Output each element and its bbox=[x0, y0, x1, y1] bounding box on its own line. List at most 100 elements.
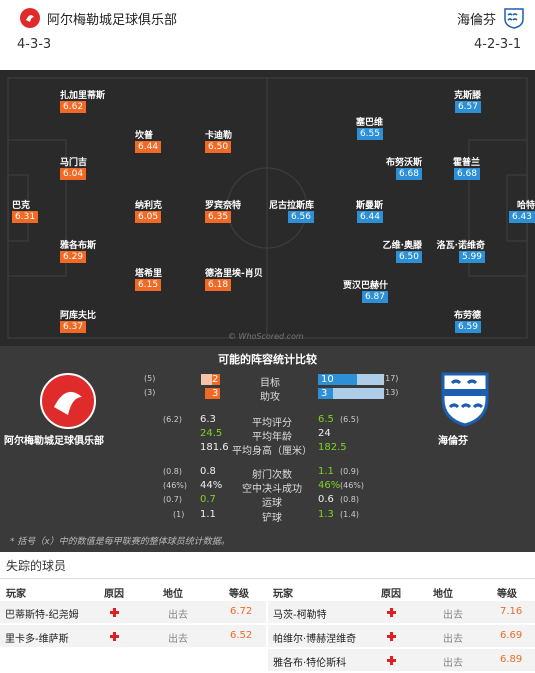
player-rating: 6.87 bbox=[361, 291, 388, 303]
divider bbox=[0, 578, 535, 579]
player-rating: 6.68 bbox=[453, 168, 480, 180]
player-name[interactable]: 塔希里 bbox=[135, 269, 163, 279]
home-header-status: 地位 bbox=[163, 589, 183, 600]
player-name[interactable]: 斯曼斯 bbox=[355, 201, 383, 211]
comparison-title: 可能的阵容统计比较 bbox=[218, 353, 317, 366]
away-season-value: (17) bbox=[382, 374, 399, 383]
player-name[interactable]: 哈特 bbox=[516, 201, 535, 211]
player-rating: 6.59 bbox=[454, 321, 481, 333]
missing-player-rating: 6.69 bbox=[500, 630, 523, 641]
player-name[interactable]: 卡迪勒 bbox=[205, 131, 233, 141]
away-stat-value: 24 bbox=[318, 428, 331, 439]
away-season-value: (13) bbox=[382, 388, 399, 397]
player-rating: 6.62 bbox=[60, 101, 87, 113]
missing-players-title: 失踪的球员 bbox=[6, 559, 67, 573]
away-bar bbox=[318, 388, 334, 399]
player-name[interactable]: 乙维·奥滕 bbox=[382, 241, 422, 251]
missing-player-status: 出去 bbox=[443, 610, 463, 621]
missing-player-status: 出去 bbox=[443, 658, 463, 669]
away-stat-season: (0.9) bbox=[340, 467, 359, 476]
player-rating: 6.04 bbox=[60, 168, 87, 180]
home-stat-value: 24.5 bbox=[200, 428, 223, 439]
player-rating: 6.37 bbox=[60, 321, 87, 333]
home-bar-value: 2 bbox=[212, 374, 219, 385]
player-rating: 6.44 bbox=[135, 141, 162, 153]
missing-player-row bbox=[0, 601, 266, 623]
missing-player-rating: 7.16 bbox=[500, 606, 523, 617]
player-name[interactable]: 塞巴维 bbox=[355, 118, 383, 128]
home-header-player: 玩家 bbox=[6, 589, 26, 600]
away-team-crest-icon bbox=[441, 372, 489, 427]
missing-player-rating: 6.72 bbox=[230, 606, 253, 617]
player-name[interactable]: 纳利克 bbox=[135, 201, 163, 211]
away-stat-value: 182.5 bbox=[318, 442, 347, 453]
player-rating: 6.15 bbox=[135, 279, 162, 291]
player-name[interactable]: 尼古拉斯库 bbox=[268, 201, 314, 211]
away-stat-value: 6.5 bbox=[318, 414, 334, 425]
away-stat-value: 1.3 bbox=[318, 509, 334, 520]
player-name[interactable]: 雅各布斯 bbox=[60, 241, 97, 251]
away-formation: 4-2-3-1 bbox=[474, 37, 522, 52]
missing-player-name[interactable]: 帕维尔·博赫涅维奇 bbox=[273, 634, 357, 645]
home-bar bbox=[204, 388, 220, 399]
player-rating: 6.05 bbox=[135, 211, 162, 223]
player-rating: 5.99 bbox=[458, 251, 485, 263]
home-stat-season: (6.2) bbox=[163, 415, 182, 424]
away-stat-season: (0.8) bbox=[340, 495, 359, 504]
missing-player-row bbox=[268, 649, 535, 671]
home-header-rating: 等级 bbox=[229, 589, 249, 600]
away-header-status: 地位 bbox=[433, 589, 453, 600]
player-rating: 6.31 bbox=[12, 211, 39, 223]
stat-label: 平均评分 bbox=[252, 418, 292, 429]
home-bar bbox=[212, 374, 220, 385]
away-header-player: 玩家 bbox=[273, 589, 293, 600]
player-rating: 6.43 bbox=[508, 211, 535, 223]
missing-player-status: 出去 bbox=[443, 634, 463, 645]
player-name[interactable]: 坎普 bbox=[135, 131, 154, 141]
away-stat-season: (6.5) bbox=[340, 415, 359, 424]
stat-label: 射门次数 bbox=[252, 470, 292, 481]
missing-player-status: 出去 bbox=[168, 610, 188, 621]
player-name[interactable]: 霍普兰 bbox=[452, 158, 480, 168]
bar-label: 目标 bbox=[260, 378, 280, 389]
home-team-logo-icon bbox=[20, 8, 40, 28]
away-team-name[interactable]: 海倫芬 bbox=[457, 13, 497, 28]
player-name[interactable]: 贾汉巴赫什 bbox=[342, 281, 388, 291]
home-team-name[interactable]: 阿尔梅勒城足球俱乐部 bbox=[47, 13, 178, 28]
home-stat-season: (46%) bbox=[163, 481, 188, 490]
player-name[interactable]: 克斯滕 bbox=[453, 91, 481, 101]
stat-label: 铲球 bbox=[262, 513, 282, 524]
player-rating: 6.56 bbox=[287, 211, 314, 223]
lineup-comparison: 可能的阵容统计比较 阿尔梅勒城足球俱乐部 海倫芬 (5) 2 目标 10 (17) (3)… bbox=[0, 346, 535, 552]
injury-icon bbox=[387, 656, 396, 665]
player-rating: 6.50 bbox=[395, 251, 422, 263]
home-formation: 4-3-3 bbox=[17, 37, 52, 52]
home-stat-season: (0.8) bbox=[163, 467, 182, 476]
home-stat-value: 6.3 bbox=[200, 414, 216, 425]
injury-icon bbox=[110, 608, 119, 617]
player-name[interactable]: 布劳德 bbox=[453, 311, 481, 321]
away-stat-value: 46% bbox=[318, 480, 341, 491]
away-bar-value: 10 bbox=[321, 374, 334, 385]
player-name[interactable]: 洛瓦·诺维奇 bbox=[436, 241, 485, 251]
player-name[interactable]: 马门吉 bbox=[60, 158, 88, 168]
missing-player-name[interactable]: 马茨-柯勒特 bbox=[273, 610, 327, 621]
player-name[interactable]: 布努沃斯 bbox=[385, 158, 422, 168]
home-season-bar bbox=[200, 374, 220, 385]
missing-player-name[interactable]: 里卡多-维萨斯 bbox=[5, 634, 69, 645]
home-stat-value: 0.7 bbox=[200, 494, 216, 505]
missing-player-name[interactable]: 雅各布·特伦斯科 bbox=[273, 658, 347, 669]
player-name[interactable]: 阿库夫比 bbox=[60, 311, 97, 321]
missing-player-row bbox=[268, 625, 535, 647]
player-name[interactable]: 巴克 bbox=[12, 201, 31, 211]
player-name[interactable]: 罗宾奈特 bbox=[205, 201, 242, 211]
lineup-pitch: 扎加里蒂斯 6.62 坎普 6.44 卡迪勒 6.50 马门吉 6.04 巴克 6.31 纳利克 6.… bbox=[0, 70, 535, 346]
match-header: 阿尔梅勒城足球俱乐部 4-3-3 海倫芬 4-2-3-1 bbox=[0, 0, 535, 62]
missing-player-name[interactable]: 巴蒂斯特-纪尧姆 bbox=[5, 610, 79, 621]
away-season-bar bbox=[318, 388, 384, 399]
home-bar-value: 3 bbox=[212, 388, 219, 399]
player-name[interactable]: 德洛里埃-肖贝 bbox=[205, 269, 263, 279]
player-name[interactable]: 扎加里蒂斯 bbox=[60, 91, 106, 101]
player-rating: 6.57 bbox=[454, 101, 481, 113]
comparison-footnote: * 括号（x）中的数值是每甲联赛的整体球员统计数据。 bbox=[10, 537, 230, 547]
